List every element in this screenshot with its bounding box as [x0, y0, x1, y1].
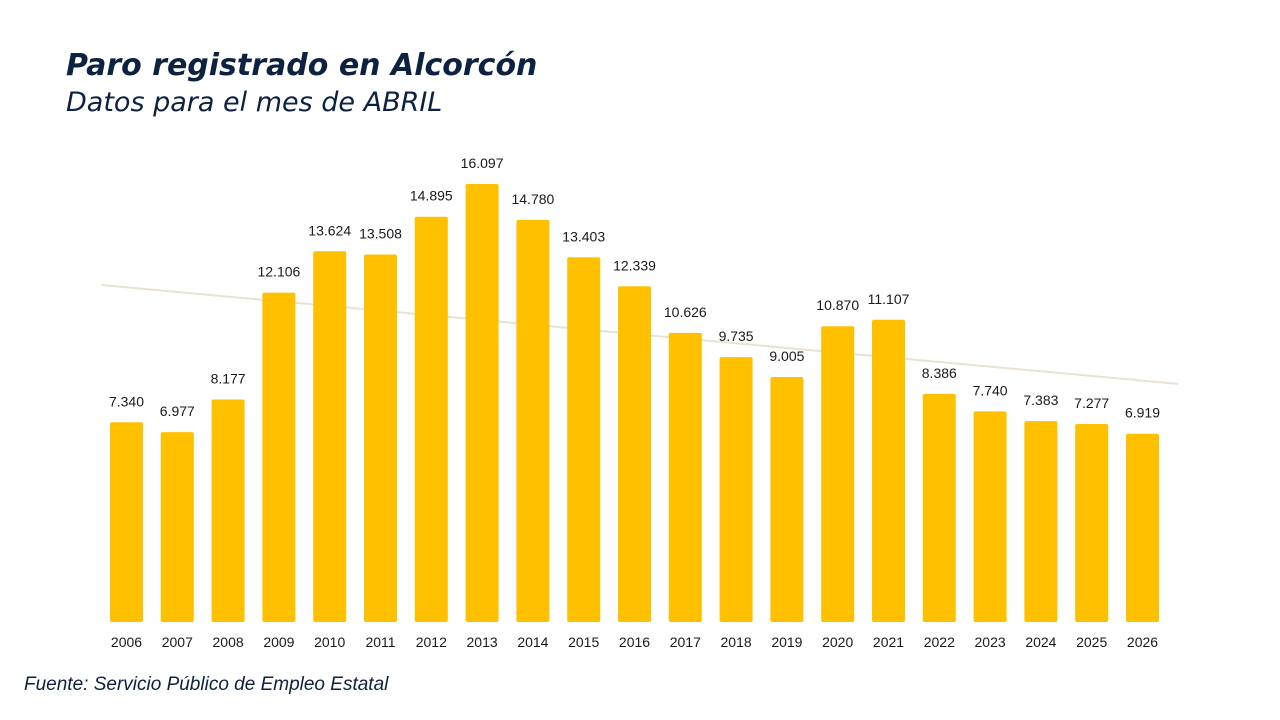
- value-label-2016: 12.339: [613, 257, 656, 273]
- value-label-2007: 6.977: [160, 403, 195, 419]
- bar-2018: [719, 357, 753, 622]
- value-label-2015: 13.403: [562, 228, 605, 244]
- value-label-2025: 7.277: [1074, 395, 1109, 411]
- x-tick-2022: 2022: [924, 634, 955, 650]
- x-tick-2021: 2021: [873, 634, 904, 650]
- x-tick-2012: 2012: [416, 634, 447, 650]
- chart-subtitle: Datos para el mes de ABRIL: [66, 87, 443, 118]
- bar-2010: [313, 251, 347, 623]
- value-labels-layer: 7.340 6.977 8.177 12.106 13.624 13.508 14.895 1…: [109, 155, 1160, 421]
- x-tick-2014: 2014: [517, 634, 548, 650]
- x-tick-labels-layer: 2006 2007 2008 2009 2010 2011 2012 2013 2014 2015…: [111, 634, 1158, 650]
- bar-2025: [1075, 423, 1109, 622]
- x-tick-2010: 2010: [314, 634, 345, 650]
- value-label-2013: 16.097: [461, 155, 504, 171]
- x-tick-2018: 2018: [721, 634, 752, 650]
- x-tick-2024: 2024: [1025, 634, 1056, 650]
- x-tick-2019: 2019: [771, 634, 802, 650]
- bar-2006: [110, 422, 143, 622]
- x-tick-2008: 2008: [213, 634, 244, 650]
- value-label-2021: 11.107: [868, 291, 910, 307]
- value-label-2018: 9.735: [719, 328, 754, 344]
- bar-2008: [211, 399, 245, 622]
- bar-2023: [973, 411, 1007, 622]
- bar-2026: [1126, 433, 1159, 622]
- chart-title: Paro registrado en Alcorcón: [66, 48, 538, 83]
- value-label-2010: 13.624: [308, 222, 351, 238]
- value-label-2024: 7.383: [1023, 392, 1058, 408]
- x-tick-2013: 2013: [467, 634, 498, 650]
- bar-2012: [414, 216, 448, 622]
- x-tick-2025: 2025: [1076, 634, 1107, 650]
- value-label-2014: 14.780: [511, 191, 554, 207]
- value-label-2017: 10.626: [664, 304, 707, 320]
- bar-2020: [821, 326, 855, 622]
- value-label-2026: 6.919: [1125, 405, 1160, 421]
- bar-2013: [465, 184, 499, 622]
- bar-2021: [872, 319, 905, 622]
- value-label-2022: 8.386: [922, 365, 957, 381]
- x-tick-2006: 2006: [111, 634, 142, 650]
- x-tick-2015: 2015: [568, 634, 599, 650]
- value-label-2012: 14.895: [410, 188, 453, 204]
- bar-2014: [516, 219, 550, 622]
- value-label-2008: 8.177: [211, 371, 246, 387]
- bar-2009: [262, 292, 296, 622]
- x-tick-2023: 2023: [975, 634, 1006, 650]
- value-label-2011: 13.508: [359, 225, 402, 241]
- value-label-2020: 10.870: [816, 297, 859, 313]
- x-tick-2016: 2016: [619, 634, 650, 650]
- value-label-2006: 7.340: [109, 393, 144, 409]
- bar-2015: [567, 257, 601, 622]
- value-label-2019: 9.005: [769, 348, 804, 364]
- bar-2007: [160, 432, 194, 622]
- bars-layer: [110, 184, 1159, 623]
- bar-2011: [364, 254, 397, 623]
- bar-2017: [668, 332, 702, 622]
- source-note: Fuente: Servicio Público de Empleo Estat…: [24, 674, 389, 695]
- value-label-2009: 12.106: [257, 264, 300, 280]
- x-tick-2011: 2011: [365, 634, 395, 650]
- x-tick-2017: 2017: [670, 634, 701, 650]
- x-tick-2020: 2020: [822, 634, 853, 650]
- bar-2019: [770, 376, 804, 622]
- bar-2016: [618, 286, 651, 622]
- bar-2024: [1024, 421, 1058, 622]
- x-tick-2009: 2009: [263, 634, 294, 650]
- bar-2022: [922, 393, 956, 622]
- x-tick-2026: 2026: [1127, 634, 1158, 650]
- value-label-2023: 7.740: [973, 382, 1008, 398]
- x-tick-2007: 2007: [162, 634, 193, 650]
